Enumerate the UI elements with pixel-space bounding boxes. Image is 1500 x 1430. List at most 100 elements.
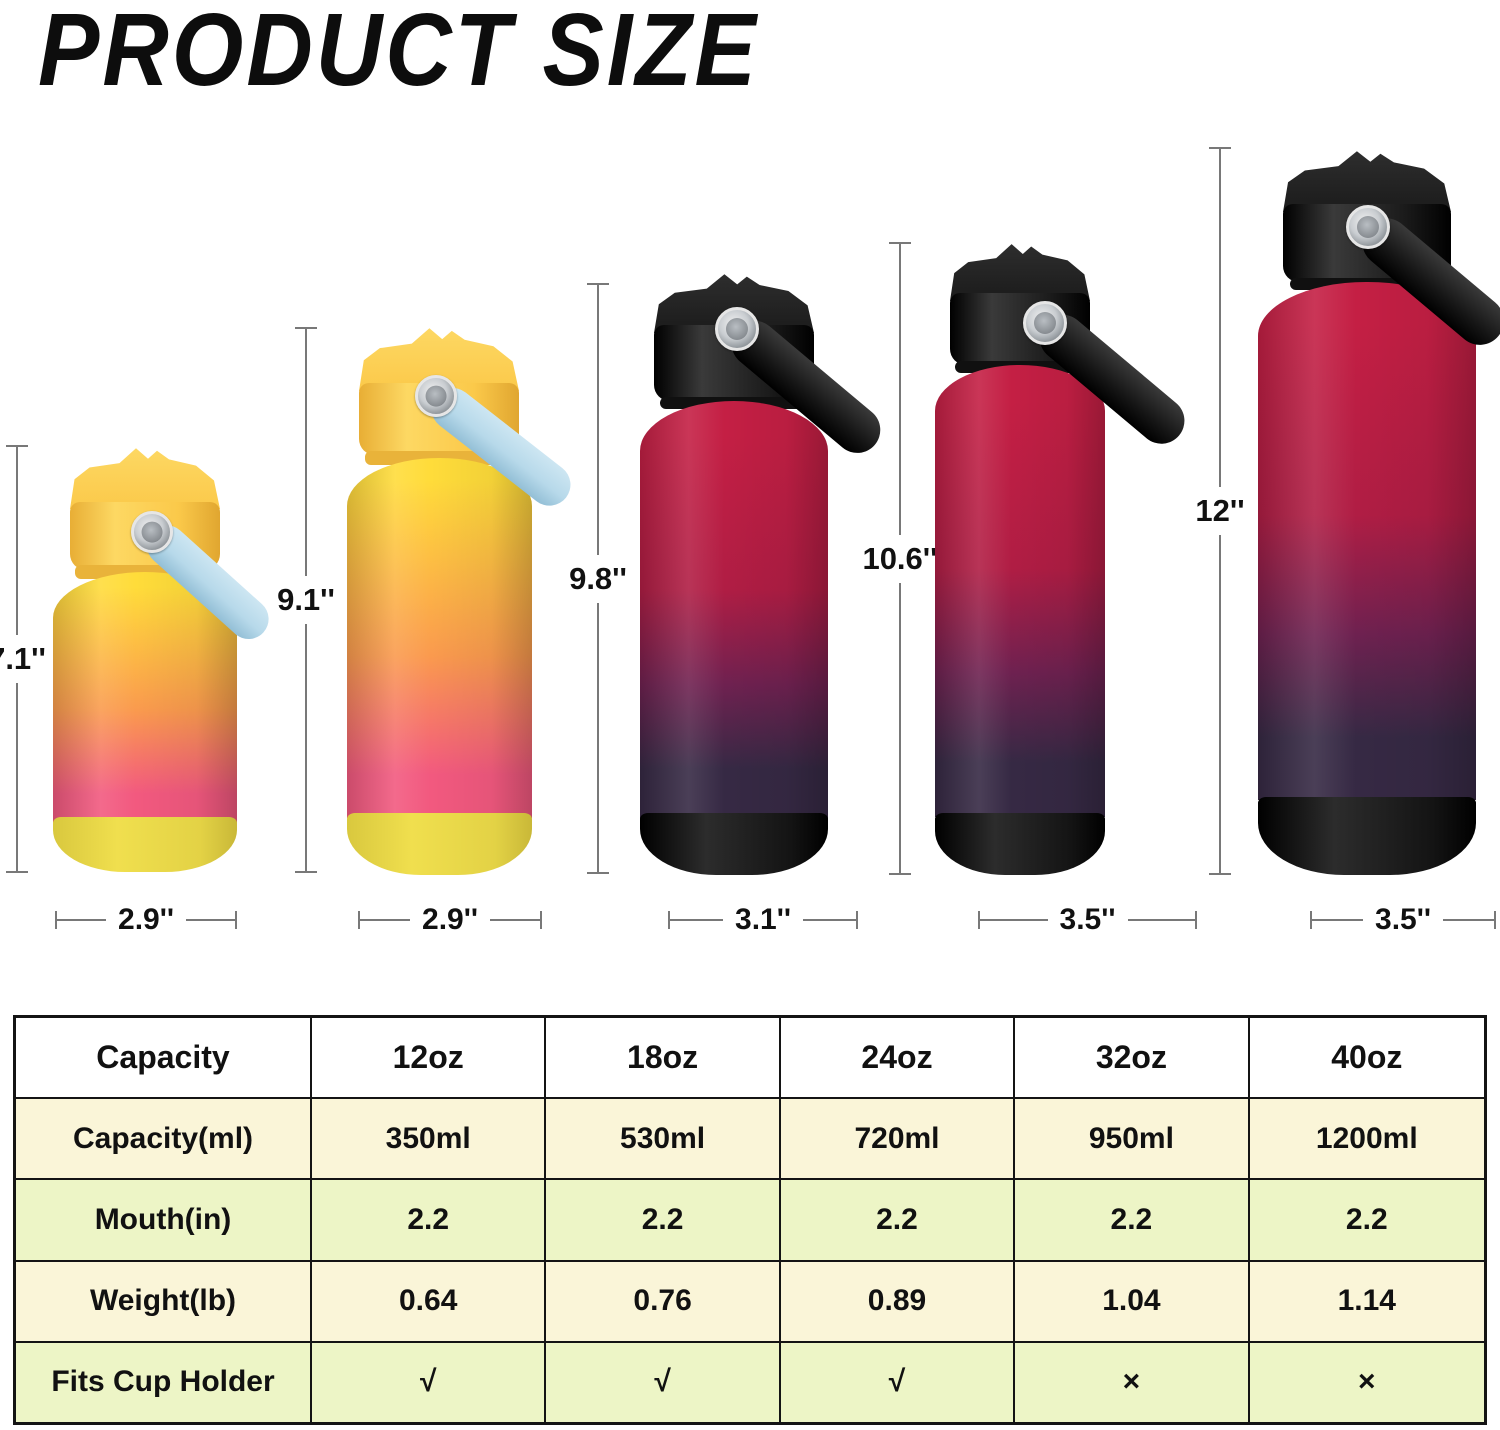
bottle-boot [1258,797,1476,875]
bottle-boot [53,817,237,872]
strap-medallion-icon [415,375,457,417]
flip-lid [1283,151,1451,212]
table-cell: Capacity(ml) [16,1099,312,1179]
width-label: 3.5'' [1059,903,1116,936]
strap-medallion-icon [715,307,759,351]
dimension-line [1219,535,1221,873]
dimension-line [1127,919,1196,921]
width-label: 2.9'' [422,903,478,936]
bottle-boot [935,813,1105,875]
table-row: Mouth(in) 2.2 2.2 2.2 2.2 2.2 [16,1180,1484,1262]
dimension-tick [587,283,609,285]
dimension-tick [668,911,670,929]
dimension-tick [1310,911,1312,929]
dimension-tick [978,911,980,929]
height-label: 10.6'' [862,540,938,576]
table-cell: 0.76 [546,1261,781,1341]
dimension-tick [856,911,859,929]
table-cell: 1.14 [1249,1261,1484,1341]
dimension-tick [358,911,360,929]
flip-lid [70,448,220,509]
dimension-line [490,919,541,921]
table-cell: √ [312,1342,547,1423]
table-cell: 530ml [546,1099,781,1179]
table-cell: Capacity [16,1018,312,1098]
dimension-tick [295,327,317,329]
dimension-line [597,285,599,555]
dimension-tick [1494,911,1497,929]
width-label: 2.9'' [118,903,174,936]
table-cell: 2.2 [780,1180,1016,1260]
table-cell: 18oz [546,1018,781,1098]
dimension-line [186,919,236,921]
dimension-line [1443,919,1495,921]
height-label: 9.1'' [277,582,335,617]
height-dimension-32oz: 10.6'' [840,242,960,875]
dimension-line [1219,149,1221,487]
dimension-line [57,919,107,921]
table-cell: 2.2 [312,1180,547,1260]
dimension-line [899,582,901,873]
width-label: 3.1'' [735,903,791,936]
dimension-tick [587,872,609,874]
bottle-body [347,458,532,818]
table-cell: 2.2 [1015,1180,1250,1260]
width-dimension-18oz: 2.9'' [358,902,543,938]
dimension-line [980,919,1048,921]
height-dimension-40oz: 12'' [1160,147,1280,875]
dimension-line [16,683,18,871]
dimension-tick [1195,911,1198,929]
table-cell: 32oz [1015,1018,1250,1098]
table-cell: Weight(lb) [16,1261,312,1341]
strap-medallion-icon [1346,205,1390,249]
strap-medallion-icon [131,511,173,553]
bottle-boot [640,813,828,875]
table-cell: 950ml [1015,1099,1250,1179]
height-label: 9.8'' [569,560,627,596]
width-dimension-40oz: 3.5'' [1310,902,1497,938]
width-label: 3.5'' [1375,903,1431,936]
dimension-tick [55,911,57,929]
bottle-body [935,365,1105,817]
dimension-tick [1209,147,1231,149]
table-header-row: Capacity 12oz 18oz 24oz 32oz 40oz [16,1018,1484,1100]
table-cell: 0.64 [312,1261,547,1341]
dimension-tick [235,911,238,929]
table-cell: 1200ml [1249,1099,1484,1179]
height-dimension-12oz: 7.1'' [0,445,77,873]
dimension-line [16,447,18,635]
height-label: 7.1'' [0,641,46,676]
table-cell: Mouth(in) [16,1180,312,1260]
table-row: Weight(lb) 0.64 0.76 0.89 1.04 1.14 [16,1261,1484,1343]
bottle-body [1258,282,1476,800]
dimension-line [899,244,901,535]
table-cell: 720ml [780,1099,1016,1179]
table-cell: × [1249,1342,1484,1423]
table-cell: √ [780,1342,1016,1423]
dimension-tick [889,873,911,875]
table-cell: 0.89 [780,1261,1016,1341]
table-cell: Fits Cup Holder [16,1342,312,1423]
size-table: Capacity 12oz 18oz 24oz 32oz 40oz Capaci… [13,1015,1487,1425]
bottle-body [640,401,828,819]
strap-medallion-icon [1023,301,1067,345]
dimension-tick [889,242,911,244]
dimension-line [360,919,411,921]
page-title: PRODUCT SIZE [38,0,759,108]
bottle-32oz [935,243,1194,875]
table-cell: 1.04 [1015,1261,1250,1341]
dimension-line [1312,919,1364,921]
dimension-line [803,919,857,921]
width-dimension-32oz: 3.5'' [978,902,1198,938]
dimension-tick [6,871,28,873]
table-cell: √ [546,1342,781,1423]
bottle-24oz [640,273,890,875]
bottle-40oz [1258,150,1500,875]
table-cell: 40oz [1249,1018,1484,1098]
bottle-body [53,572,237,824]
height-label: 12'' [1195,493,1245,528]
width-dimension-24oz: 3.1'' [668,902,859,938]
dimension-line [305,329,307,576]
table-cell: 2.2 [546,1180,781,1260]
